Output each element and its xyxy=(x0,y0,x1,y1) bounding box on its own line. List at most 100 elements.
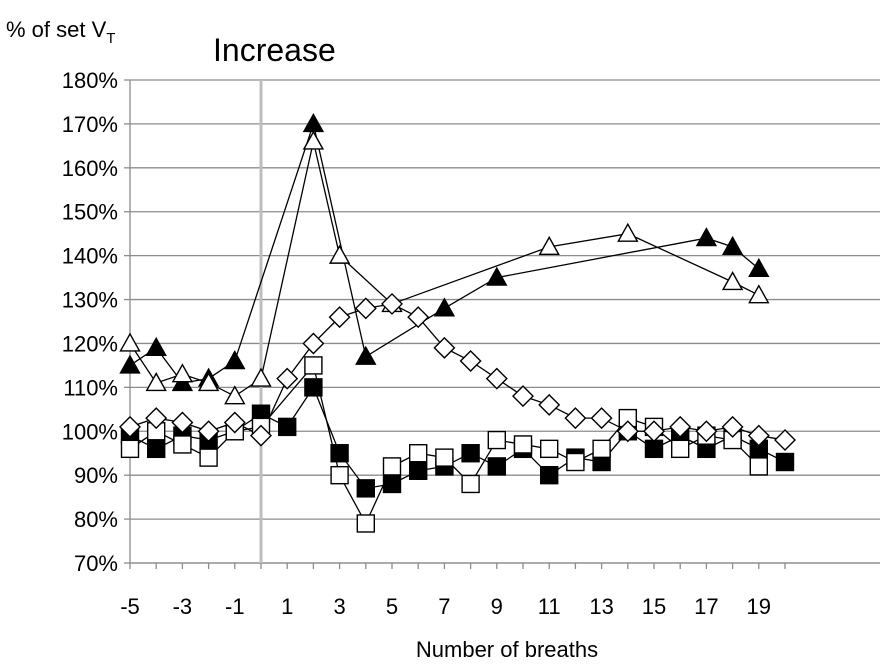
data-point xyxy=(748,257,770,278)
y-tick-label: 90% xyxy=(74,463,118,488)
data-point xyxy=(330,465,349,485)
data-point xyxy=(486,266,508,286)
data-point xyxy=(695,227,718,247)
y-tick-label: 150% xyxy=(62,200,118,225)
x-tick-label: 13 xyxy=(589,594,613,619)
data-point xyxy=(224,385,246,405)
data-point xyxy=(592,439,611,459)
data-point xyxy=(695,420,718,443)
data-point xyxy=(433,336,456,359)
data-point xyxy=(721,415,744,438)
data-point xyxy=(145,372,167,392)
x-axis-label: Number of breaths xyxy=(416,637,598,662)
data-point xyxy=(382,457,402,476)
data-point xyxy=(487,457,506,476)
y-tick-label: 130% xyxy=(62,288,118,313)
data-point xyxy=(643,420,665,443)
data-point xyxy=(302,112,325,133)
data-point xyxy=(145,336,167,357)
data-point xyxy=(538,393,561,416)
data-point xyxy=(224,350,246,370)
data-point xyxy=(145,407,168,430)
data-point xyxy=(721,271,744,291)
data-point xyxy=(171,363,194,383)
data-point xyxy=(487,430,506,450)
data-point xyxy=(485,367,508,390)
data-point xyxy=(644,439,664,459)
data-point xyxy=(304,356,323,375)
series-group xyxy=(119,112,796,533)
y-tick-label: 110% xyxy=(63,375,118,400)
data-point xyxy=(407,306,430,329)
data-point xyxy=(671,439,690,459)
data-point xyxy=(459,350,482,373)
y-tick-label: 80% xyxy=(74,507,118,532)
data-point xyxy=(566,452,585,472)
x-tick-label: -5 xyxy=(120,594,140,619)
data-point xyxy=(435,448,454,467)
data-point xyxy=(382,474,402,494)
x-tick-label: 1 xyxy=(281,594,293,619)
data-point xyxy=(461,474,480,494)
data-point xyxy=(433,297,456,317)
data-point xyxy=(119,332,141,352)
data-point xyxy=(356,479,375,498)
data-point xyxy=(512,385,534,408)
data-point xyxy=(617,222,639,242)
x-tick-label: 3 xyxy=(333,594,345,619)
y-tick-label: 160% xyxy=(62,156,118,181)
data-point xyxy=(355,345,377,365)
chart-title: Increase xyxy=(213,32,336,68)
x-tick-label: 15 xyxy=(642,594,666,619)
y-tick-label: 170% xyxy=(62,112,118,137)
data-point xyxy=(197,420,220,443)
y-axis-label-main: % of set V xyxy=(6,17,107,42)
x-tick-label: -1 xyxy=(225,594,245,619)
y-axis-label-subscript: T xyxy=(106,30,115,47)
data-point xyxy=(564,407,587,430)
series-square-open xyxy=(129,364,760,525)
x-tick-label: 19 xyxy=(747,594,771,619)
data-point xyxy=(749,457,768,476)
data-point xyxy=(354,297,377,320)
y-tick-label: 70% xyxy=(74,551,118,576)
data-point xyxy=(775,452,795,472)
x-tick-label: 5 xyxy=(386,594,398,619)
x-tick-label: 7 xyxy=(438,594,450,619)
gridlines xyxy=(130,79,880,564)
data-point xyxy=(409,444,428,463)
series-markers-square-open xyxy=(120,356,768,533)
data-point xyxy=(304,378,323,397)
y-tick-label: 100% xyxy=(62,419,118,444)
series-markers-triangle-open xyxy=(119,130,770,405)
data-point xyxy=(540,439,559,459)
series-markers-square-filled xyxy=(120,378,795,498)
data-point xyxy=(513,435,533,454)
data-point xyxy=(590,407,613,430)
y-tick-label: 140% xyxy=(62,244,118,269)
series-line xyxy=(129,364,760,525)
data-point xyxy=(302,332,325,355)
data-point xyxy=(278,417,297,437)
data-point xyxy=(328,244,351,264)
data-point xyxy=(119,354,141,374)
data-point xyxy=(197,372,220,392)
data-point xyxy=(199,448,218,467)
axes xyxy=(124,79,880,569)
data-point xyxy=(302,130,325,150)
data-point xyxy=(223,411,246,434)
data-point xyxy=(119,415,141,438)
y-axis-label: % of set VT xyxy=(6,17,115,47)
data-point xyxy=(330,444,349,463)
data-point xyxy=(616,420,639,443)
data-point xyxy=(328,306,351,329)
data-point xyxy=(173,435,192,454)
x-tick-label: 17 xyxy=(694,594,718,619)
tick-labels: 70% 80% 90% 100% 110% 120% 130% 140% 150% 160% 170… xyxy=(62,68,771,619)
y-tick-label: 180% xyxy=(62,68,118,93)
data-point xyxy=(461,444,480,463)
data-point xyxy=(276,367,299,390)
data-point xyxy=(120,439,140,459)
